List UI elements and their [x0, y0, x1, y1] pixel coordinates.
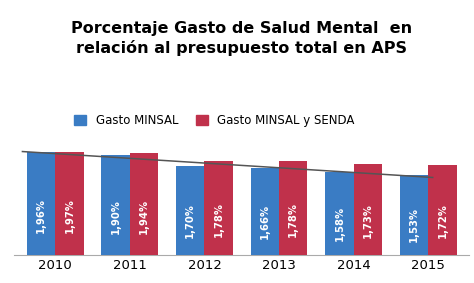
Bar: [354, 164, 382, 255]
Text: 1,72%: 1,72%: [438, 203, 447, 238]
Legend: Gasto MINSAL, Gasto MINSAL y SENDA: Gasto MINSAL, Gasto MINSAL y SENDA: [70, 110, 359, 132]
Bar: [400, 175, 428, 255]
Text: 1,78%: 1,78%: [214, 202, 224, 237]
Bar: [428, 165, 456, 255]
Text: 1,90%: 1,90%: [110, 200, 121, 234]
Text: 1,97%: 1,97%: [64, 198, 74, 233]
Bar: [251, 168, 279, 255]
Bar: [55, 151, 83, 255]
Bar: [130, 153, 158, 255]
Bar: [325, 172, 354, 255]
Text: 1,78%: 1,78%: [288, 202, 298, 237]
Bar: [279, 162, 307, 255]
Text: 1,66%: 1,66%: [260, 204, 270, 239]
Text: Porcentaje Gasto de Salud Mental  en
relación al presupuesto total en APS: Porcentaje Gasto de Salud Mental en rela…: [71, 21, 412, 56]
Text: 1,73%: 1,73%: [363, 203, 373, 238]
Bar: [101, 155, 130, 255]
Text: 1,94%: 1,94%: [139, 198, 149, 234]
Bar: [27, 152, 55, 255]
Bar: [204, 162, 233, 255]
Text: 1,96%: 1,96%: [36, 198, 46, 233]
Bar: [176, 166, 204, 255]
Text: 1,70%: 1,70%: [185, 203, 195, 238]
Text: 1,58%: 1,58%: [335, 206, 345, 241]
Text: 1,53%: 1,53%: [409, 207, 419, 242]
